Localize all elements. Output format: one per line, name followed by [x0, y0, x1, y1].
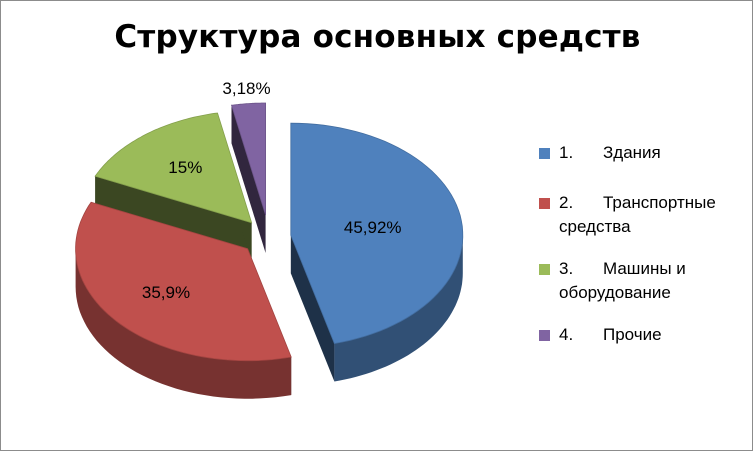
pie-slice-buildings: [290, 122, 464, 344]
data-label-transport: 35,9%: [142, 283, 190, 302]
legend-item-buildings: 1. Здания: [539, 141, 749, 165]
legend-swatch: [539, 264, 550, 275]
pie-data-labels: 45,92% 35,9% 15% 3,18%: [142, 79, 402, 302]
data-label-buildings: 45,92%: [344, 218, 402, 237]
legend-label: Машины и оборудование: [559, 259, 686, 302]
pie-slice-wall-buildings: [290, 235, 335, 382]
pie-slice-side-transport: [75, 248, 292, 399]
data-label-machinery: 15%: [168, 158, 202, 177]
pie-slice-other: [230, 102, 267, 216]
legend-item-other: 4. Прочие: [539, 323, 749, 347]
data-label-other: 3,18%: [222, 79, 270, 98]
legend-swatch: [539, 198, 550, 209]
legend-label: Здания: [603, 143, 661, 162]
legend-swatch: [539, 330, 550, 341]
pie-slice-machinery: [94, 112, 253, 224]
legend-label: Прочие: [603, 325, 662, 344]
legend-number: 1.: [559, 143, 574, 162]
legend-item-machinery: 3. Машины и оборудование: [539, 257, 749, 305]
legend-swatch: [539, 148, 550, 159]
legend-label: Транспортные средства: [559, 193, 716, 236]
chart-title: Структура основных средств: [114, 19, 641, 55]
legend: 1. Здания 2. Транспортные средства 3. Машин…: [539, 141, 749, 365]
pie-slice-wall-other: [231, 105, 266, 253]
legend-number: 2.: [559, 193, 574, 212]
pie-slice-transport: [75, 201, 292, 362]
pie-slice-tops: [75, 102, 464, 362]
legend-item-transport: 2. Транспортные средства: [539, 191, 749, 239]
pie-slice-side-buildings: [334, 235, 463, 382]
legend-number: 4.: [559, 325, 574, 344]
legend-number: 3.: [559, 259, 574, 278]
